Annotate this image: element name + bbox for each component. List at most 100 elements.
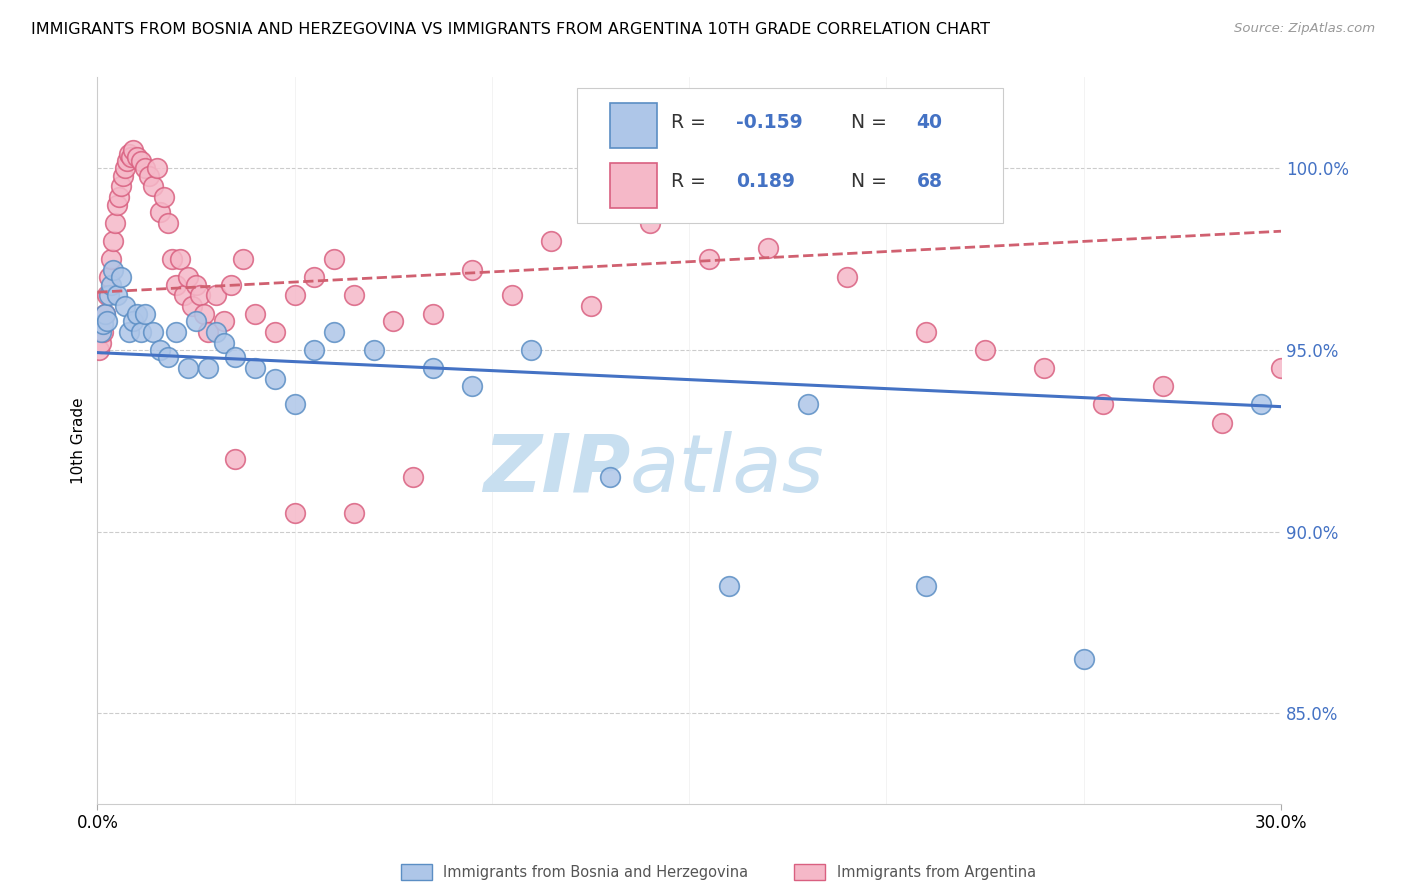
Point bbox=[111, 169, 134, 183]
Point bbox=[915, 325, 938, 339]
Point bbox=[343, 288, 366, 302]
Point bbox=[129, 325, 152, 339]
Point bbox=[134, 307, 156, 321]
Point bbox=[149, 205, 172, 219]
Text: -0.159: -0.159 bbox=[737, 113, 803, 132]
Point bbox=[212, 335, 235, 350]
Point bbox=[105, 288, 128, 302]
Bar bbox=[610, 103, 657, 148]
Point bbox=[173, 288, 195, 302]
Text: 0.189: 0.189 bbox=[737, 172, 796, 192]
Point bbox=[284, 288, 307, 302]
Point bbox=[243, 361, 266, 376]
Point bbox=[91, 318, 114, 332]
Point bbox=[188, 288, 211, 302]
Point bbox=[323, 325, 346, 339]
Point bbox=[91, 325, 114, 339]
Point bbox=[162, 252, 184, 266]
Point bbox=[363, 343, 385, 357]
Point bbox=[284, 397, 307, 411]
Point bbox=[204, 288, 226, 302]
Point bbox=[264, 325, 287, 339]
Point bbox=[98, 270, 121, 285]
Text: IMMIGRANTS FROM BOSNIA AND HERZEGOVINA VS IMMIGRANTS FROM ARGENTINA 10TH GRADE C: IMMIGRANTS FROM BOSNIA AND HERZEGOVINA V… bbox=[31, 22, 990, 37]
Text: atlas: atlas bbox=[630, 431, 825, 508]
Point bbox=[134, 161, 156, 176]
Point bbox=[105, 197, 128, 211]
Point bbox=[96, 288, 118, 302]
Point bbox=[142, 325, 165, 339]
Point bbox=[184, 314, 207, 328]
Point bbox=[382, 314, 405, 328]
Text: Source: ZipAtlas.com: Source: ZipAtlas.com bbox=[1234, 22, 1375, 36]
Point bbox=[118, 146, 141, 161]
Text: 40: 40 bbox=[917, 113, 942, 132]
Point bbox=[422, 307, 444, 321]
Point bbox=[974, 343, 997, 357]
Point bbox=[120, 150, 142, 164]
Point bbox=[243, 307, 266, 321]
Point bbox=[101, 263, 124, 277]
Point bbox=[697, 252, 720, 266]
Text: Immigrants from Bosnia and Herzegovina: Immigrants from Bosnia and Herzegovina bbox=[443, 865, 748, 880]
Point bbox=[100, 277, 122, 292]
Point bbox=[165, 277, 187, 292]
Point bbox=[304, 343, 326, 357]
Point bbox=[1250, 397, 1272, 411]
Point bbox=[422, 361, 444, 376]
Point bbox=[90, 335, 112, 350]
Point bbox=[114, 161, 136, 176]
Point bbox=[717, 579, 740, 593]
Point bbox=[1270, 361, 1292, 376]
Point bbox=[125, 150, 148, 164]
Point bbox=[461, 379, 484, 393]
Point bbox=[149, 343, 172, 357]
Y-axis label: 10th Grade: 10th Grade bbox=[72, 398, 86, 484]
Point bbox=[232, 252, 254, 266]
Point bbox=[100, 252, 122, 266]
Point bbox=[197, 325, 219, 339]
Point bbox=[540, 234, 562, 248]
Point bbox=[125, 307, 148, 321]
Point bbox=[177, 270, 200, 285]
Point bbox=[184, 277, 207, 292]
Point bbox=[638, 216, 661, 230]
Point bbox=[224, 451, 246, 466]
Point bbox=[96, 314, 118, 328]
FancyBboxPatch shape bbox=[576, 88, 1002, 223]
Point bbox=[224, 350, 246, 364]
Point bbox=[402, 470, 425, 484]
Point bbox=[121, 143, 143, 157]
Point bbox=[284, 507, 307, 521]
Point bbox=[114, 299, 136, 313]
Point bbox=[110, 179, 132, 194]
Point bbox=[115, 153, 138, 168]
Point bbox=[915, 579, 938, 593]
Point bbox=[323, 252, 346, 266]
Point bbox=[1033, 361, 1056, 376]
Point bbox=[835, 270, 858, 285]
Point bbox=[796, 397, 818, 411]
Point bbox=[193, 307, 215, 321]
Point bbox=[165, 325, 187, 339]
Point bbox=[145, 161, 167, 176]
Point bbox=[264, 372, 287, 386]
Text: ZIP: ZIP bbox=[482, 431, 630, 508]
Point bbox=[204, 325, 226, 339]
Point bbox=[1092, 397, 1115, 411]
Point bbox=[177, 361, 200, 376]
Bar bbox=[610, 163, 657, 208]
Point bbox=[101, 234, 124, 248]
Text: N =: N = bbox=[851, 172, 893, 192]
Point bbox=[197, 361, 219, 376]
Text: R =: R = bbox=[672, 172, 718, 192]
Point bbox=[118, 325, 141, 339]
Point bbox=[520, 343, 543, 357]
Point bbox=[221, 277, 243, 292]
Point bbox=[169, 252, 191, 266]
Point bbox=[94, 307, 117, 321]
Point bbox=[1152, 379, 1174, 393]
Point bbox=[90, 325, 112, 339]
Point bbox=[108, 190, 131, 204]
Point bbox=[157, 216, 180, 230]
